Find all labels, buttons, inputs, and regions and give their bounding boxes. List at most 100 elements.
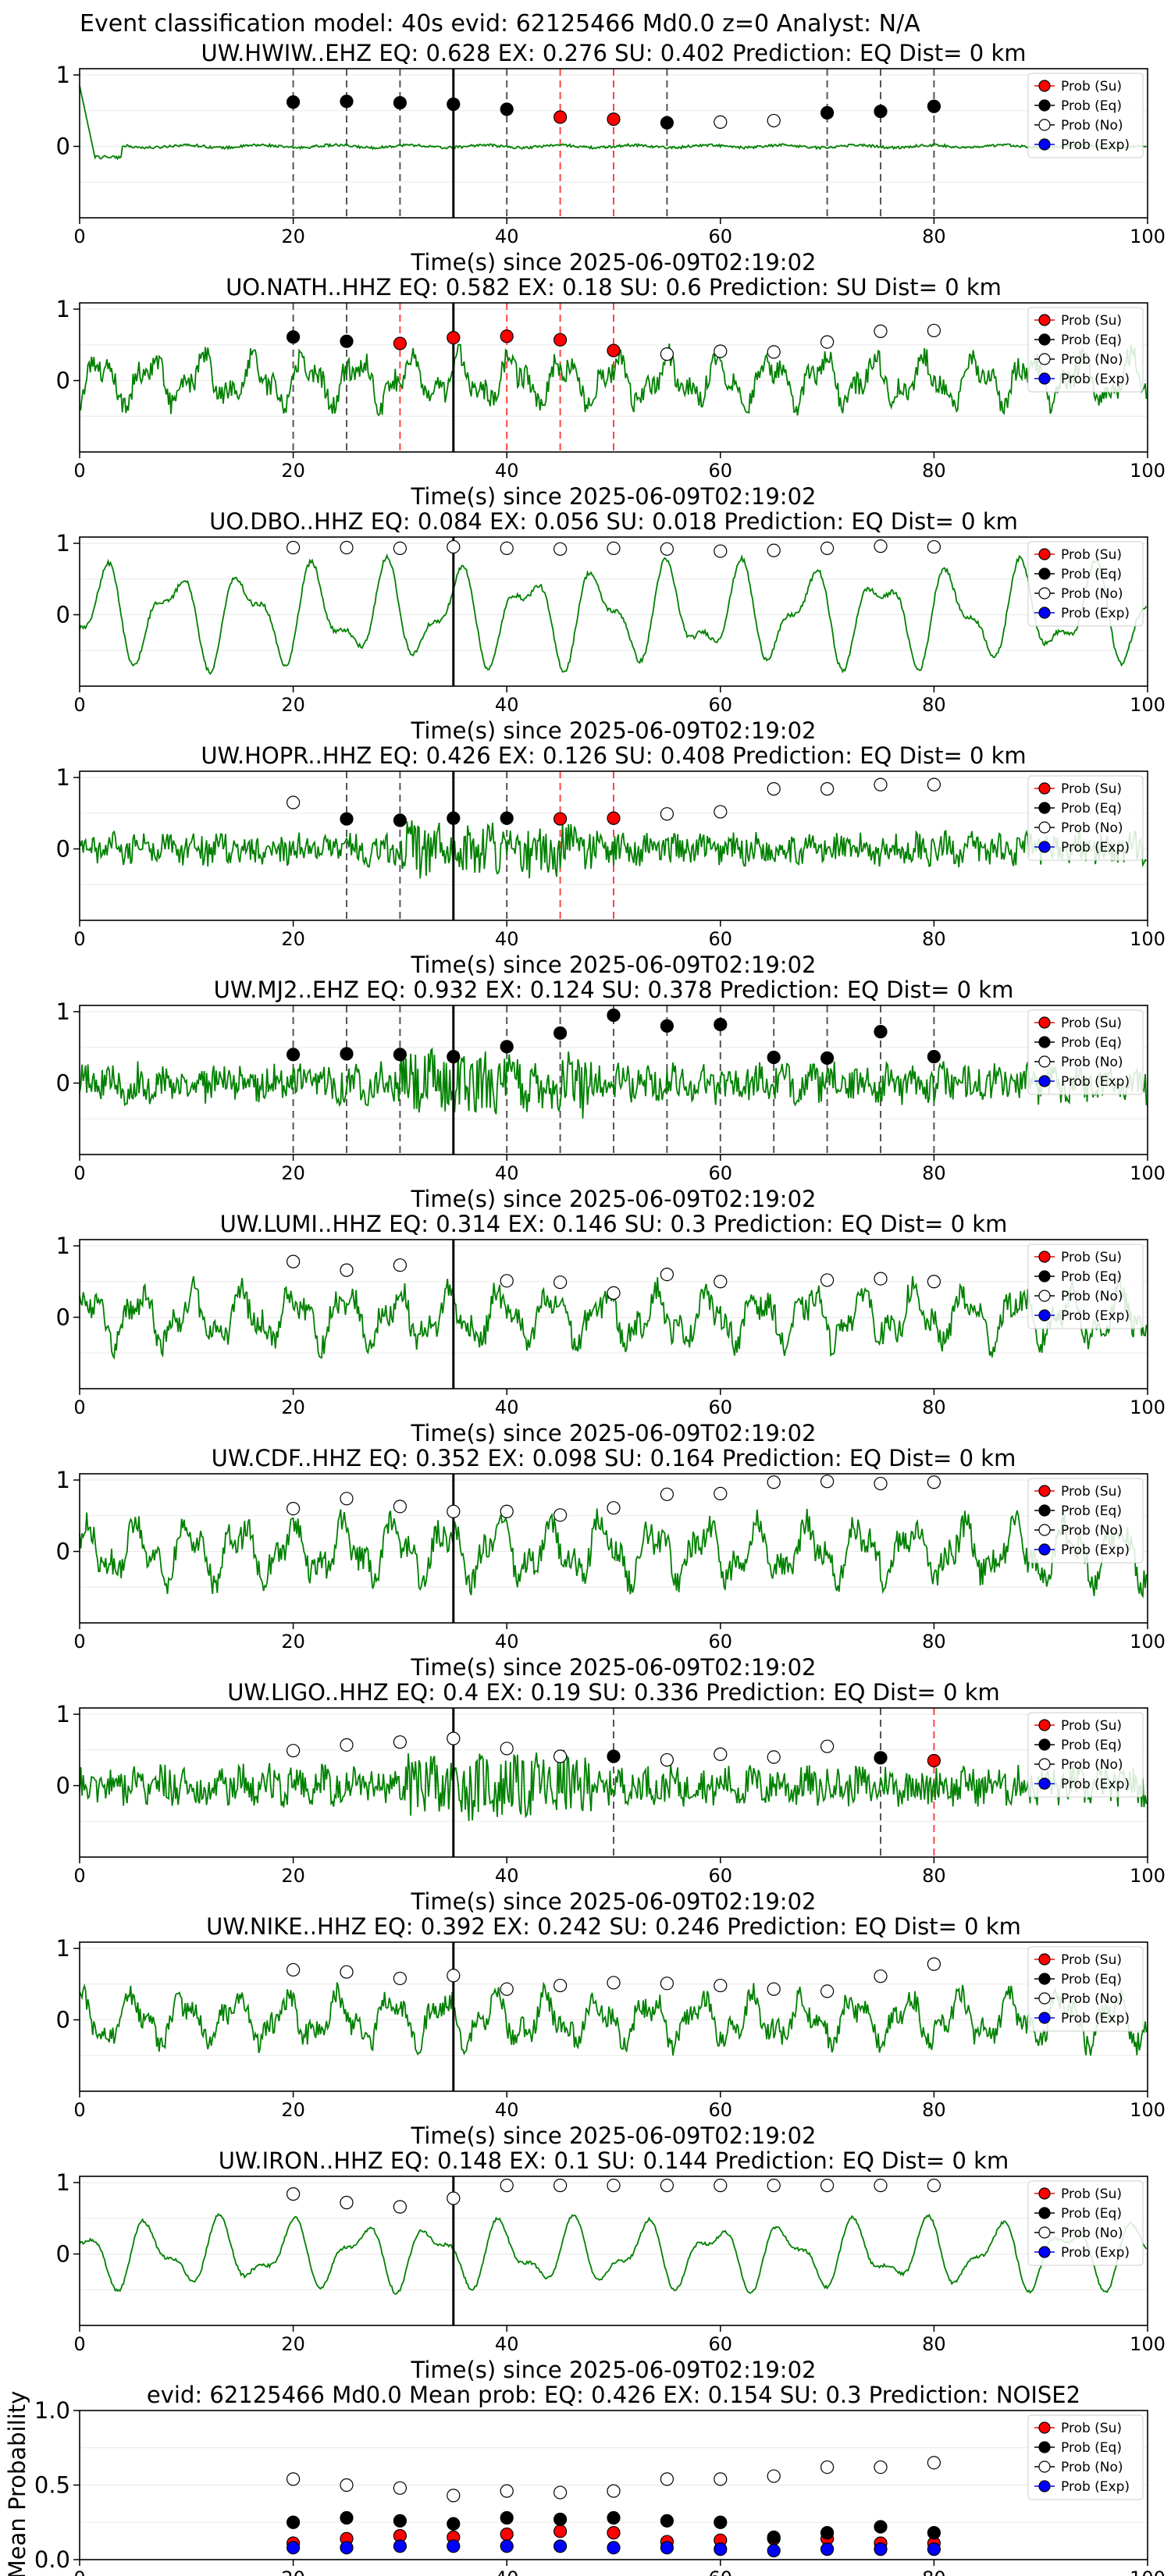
panel-title: UW.CDF..HHZ EQ: 0.352 EX: 0.098 SU: 0.16… (212, 1445, 1016, 1471)
prob-point-no (820, 1739, 835, 1753)
prob-point-eq (874, 1751, 888, 1765)
prob-point-no (340, 1965, 354, 1979)
prob-point-no (767, 1982, 781, 1996)
prob-point-no (714, 1747, 728, 1761)
prob-point-su (500, 329, 514, 343)
mean-prob-point-no (607, 2484, 621, 2498)
prob-point-eq (874, 105, 888, 119)
prob-point-no (500, 1274, 514, 1288)
legend-label: Prob (No) (1061, 2226, 1123, 2241)
x-tick-label: 60 (709, 1162, 733, 1184)
prob-point-eq (607, 1008, 621, 1023)
prob-point-eq (393, 1048, 408, 1062)
legend-label: Prob (Exp) (1061, 606, 1130, 621)
legend-marker-no (1038, 2226, 1051, 2239)
mean-prob-point-su (500, 2527, 514, 2542)
legend-marker-exp (1038, 1777, 1051, 1790)
prob-point-eq (553, 1026, 568, 1041)
y-tick-label: 0 (56, 133, 70, 160)
mean-prob-point-no (393, 2481, 408, 2495)
mean-prob-point-no (820, 2460, 835, 2475)
prob-point-no (287, 540, 301, 555)
y-tick-label: 1.0 (34, 2397, 70, 2424)
prob-point-eq (660, 1019, 674, 1033)
legend-label: Prob (No) (1061, 1055, 1123, 1070)
legend-label: Prob (Su) (1061, 2186, 1122, 2202)
prob-point-no (767, 2179, 781, 2193)
prob-point-no (553, 1978, 568, 1993)
mean-prob-point-eq (874, 2520, 888, 2534)
x-tick-label: 0 (73, 226, 85, 247)
legend-marker-exp (1038, 2012, 1051, 2024)
y-tick-label: 0 (56, 2007, 70, 2033)
legend-marker-exp (1038, 2246, 1051, 2258)
prob-point-no (553, 542, 568, 556)
mean-prob-point-no (714, 2472, 728, 2486)
seismogram-trace (79, 1508, 1148, 1599)
y-tick-label: 0 (56, 1773, 70, 1799)
legend-marker-no (1038, 1290, 1051, 1302)
mean-prob-point-eq (553, 2512, 568, 2527)
prob-point-no (447, 2191, 461, 2205)
x-tick-label: 40 (495, 460, 519, 482)
legend-label: Prob (No) (1061, 352, 1123, 368)
x-tick-label: 20 (281, 1865, 305, 1887)
prob-point-no (500, 1504, 514, 1518)
prob-point-no (767, 543, 781, 557)
legend-marker-su (1038, 548, 1051, 560)
y-tick-label: 0 (56, 368, 70, 394)
mean-prob-point-no (287, 2472, 301, 2486)
legend-label: Prob (Eq) (1061, 1503, 1122, 1519)
legend-label: Prob (Su) (1061, 313, 1122, 329)
legend-label: Prob (Su) (1061, 1250, 1122, 1265)
prob-point-no (927, 1475, 941, 1489)
prob-point-no (393, 2200, 408, 2214)
prob-point-eq (927, 1050, 941, 1064)
seismogram-trace (79, 85, 1147, 161)
legend-marker-eq (1038, 1270, 1051, 1283)
prob-point-eq (340, 94, 354, 109)
legend-box (1027, 1009, 1144, 1095)
prob-point-no (340, 540, 354, 555)
legend-label: Prob (Exp) (1061, 2479, 1130, 2495)
legend-label: Prob (Exp) (1061, 840, 1130, 856)
prob-point-no (340, 1263, 354, 1277)
legend-box (1027, 2180, 1144, 2266)
legend: Prob (Su) Prob (Eq) Prob (No) Prob (Exp) (1027, 1009, 1144, 1095)
prob-point-no (287, 2187, 301, 2201)
legend-box (1027, 1946, 1144, 2032)
prob-point-eq (500, 102, 514, 116)
station-panel-4: UW.MJ2..EHZ EQ: 0.932 EX: 0.124 SU: 0.37… (56, 977, 1166, 1212)
legend-marker-su (1038, 1485, 1051, 1497)
x-tick-label: 20 (281, 2099, 305, 2121)
x-tick-label: 20 (281, 928, 305, 950)
legend: Prob (Su) Prob (Eq) Prob (No) Prob (Exp) (1027, 2180, 1144, 2266)
prob-point-no (714, 115, 728, 129)
legend-label: Prob (Su) (1061, 547, 1122, 563)
prob-point-eq (500, 811, 514, 825)
mean-prob-point-no (767, 2469, 781, 2483)
legend-label: Prob (Su) (1061, 1016, 1122, 1031)
prob-point-no (447, 1504, 461, 1518)
legend-label: Prob (Su) (1061, 1484, 1122, 1500)
mean-prob-point-eq (607, 2510, 621, 2525)
mean-prob-point-exp (820, 2542, 835, 2556)
legend-label: Prob (No) (1061, 1289, 1123, 1304)
mean-prob-point-no (553, 2485, 568, 2500)
mean-prob-point-su (553, 2524, 568, 2539)
legend-marker-eq (1038, 568, 1051, 580)
x-tick-label: 100 (1130, 928, 1166, 950)
prob-point-no (874, 539, 888, 553)
legend-marker-exp (1038, 138, 1051, 151)
legend-label: Prob (Exp) (1061, 2245, 1130, 2261)
legend-marker-eq (1038, 1504, 1051, 1517)
y-tick-label: 1 (56, 2169, 70, 2196)
prob-point-no (447, 1731, 461, 1745)
legend: Prob (Su) Prob (Eq) Prob (No) Prob (Exp) (1027, 775, 1144, 861)
mean-prob-point-eq (287, 2515, 301, 2529)
y-tick-label: 1 (56, 1467, 70, 1493)
legend-marker-su (1038, 80, 1051, 92)
legend-marker-no (1038, 587, 1051, 600)
mean-prob-point-no (874, 2460, 888, 2475)
mean-prob-point-eq (820, 2526, 835, 2540)
